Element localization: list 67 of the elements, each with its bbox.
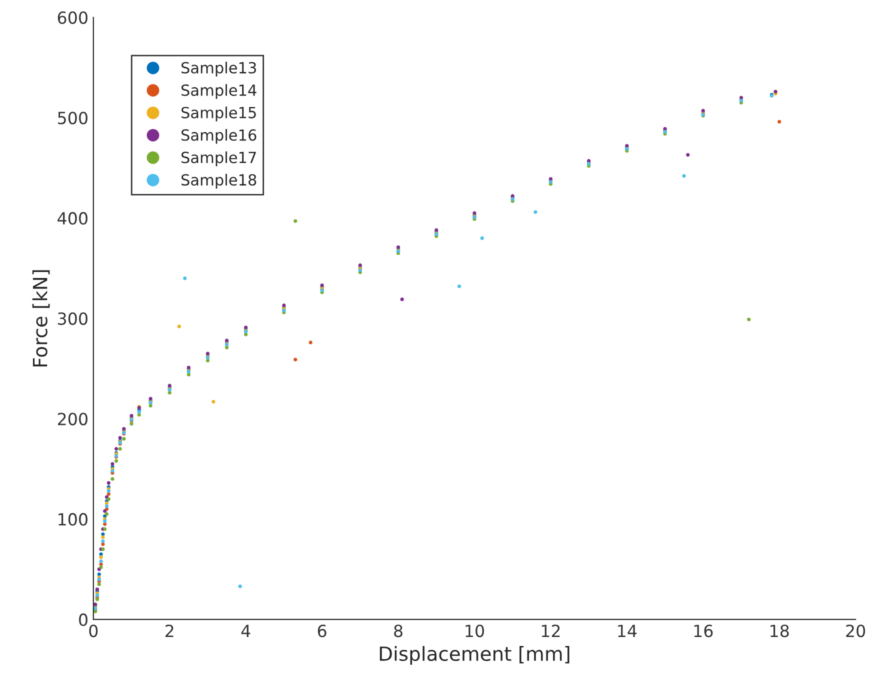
y-axis-title: Force [kN] (32, 270, 50, 366)
point (99, 555, 103, 560)
x-tick-label: 0 (89, 624, 98, 638)
point (686, 153, 690, 157)
y-tick-label: 400 (58, 212, 88, 225)
point (457, 284, 462, 288)
point (103, 522, 107, 526)
point (110, 462, 114, 466)
point (104, 504, 109, 508)
point (747, 318, 751, 322)
point (534, 210, 538, 214)
point (106, 492, 110, 496)
y-tick-label: 600 (58, 11, 88, 24)
point (101, 539, 105, 544)
point (110, 477, 114, 481)
point (400, 298, 404, 302)
point (212, 400, 216, 404)
point (118, 447, 122, 451)
point (130, 422, 134, 426)
point (101, 535, 105, 539)
point (177, 324, 181, 328)
point (168, 390, 172, 395)
point (777, 120, 782, 124)
point (122, 436, 126, 441)
point (99, 559, 103, 564)
point (183, 276, 187, 280)
y-tick-label: 500 (58, 112, 88, 124)
legend-label: Sample16 (182, 128, 256, 144)
point (148, 404, 152, 408)
point (97, 582, 101, 586)
x-tick-label: 10 (466, 624, 484, 638)
point (224, 346, 229, 350)
point (238, 584, 242, 588)
y-tick-label: 0 (79, 613, 88, 626)
point (206, 358, 210, 362)
point (101, 532, 105, 536)
x-tick-label: 4 (241, 624, 250, 637)
x-tick-label: 6 (318, 624, 326, 638)
x-tick-label: 14 (618, 624, 637, 637)
y-tick-label: 100 (58, 513, 88, 526)
x-tick-label: 2 (166, 624, 174, 637)
x-tick-label: 8 (394, 624, 402, 638)
legend-label: Sample13 (182, 62, 256, 76)
point (106, 481, 110, 485)
legend-label: Sample14 (182, 84, 256, 99)
x-tick-label: 12 (542, 624, 560, 637)
point (682, 174, 686, 178)
legend-label: Sample17 (182, 151, 256, 166)
point (294, 219, 298, 223)
x-axis-title: Displacement [mm] (380, 646, 570, 665)
point (294, 358, 298, 362)
point (308, 340, 312, 344)
point (114, 459, 118, 463)
point (480, 236, 484, 240)
point (244, 332, 248, 336)
x-tick-label: 18 (770, 624, 789, 638)
point (186, 372, 191, 376)
legend-label: Sample18 (182, 174, 256, 189)
point (114, 447, 118, 451)
y-tick-label: 300 (58, 312, 88, 325)
point (101, 542, 105, 546)
x-tick-label: 16 (694, 624, 713, 638)
legend-label: Sample15 (182, 106, 256, 122)
point (99, 552, 103, 556)
y-tick-label: 200 (58, 412, 88, 426)
point (118, 436, 122, 440)
x-tick-label: 20 (846, 624, 866, 638)
